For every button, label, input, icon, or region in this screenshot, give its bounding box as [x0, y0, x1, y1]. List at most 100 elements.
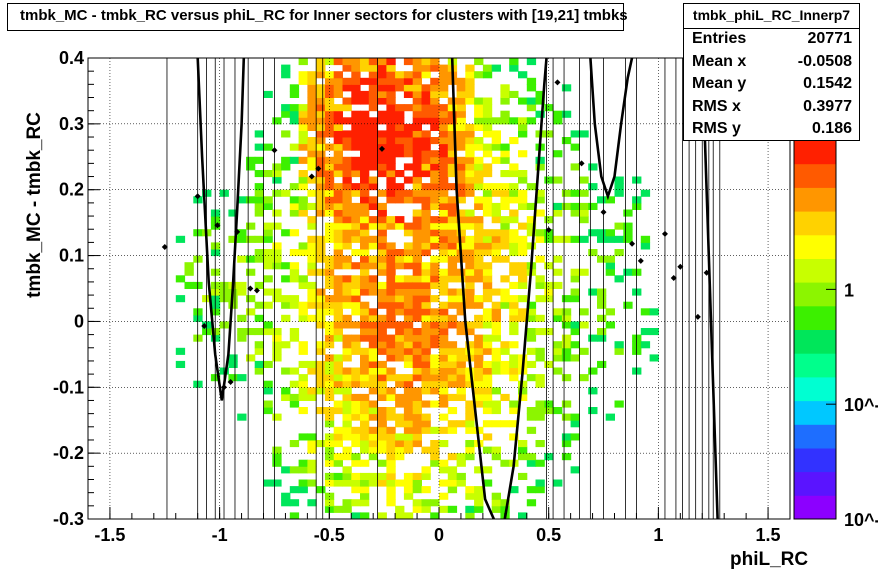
heatmap-cell — [403, 123, 414, 131]
heatmap-cell — [570, 321, 580, 329]
heatmap-cell — [289, 499, 300, 507]
y-tick-label: 0 — [74, 311, 84, 331]
stats-row: Mean x -0.0508 — [692, 53, 852, 75]
heatmap-cell — [518, 440, 528, 448]
heatmap-cell — [395, 77, 405, 85]
heatmap-cell — [518, 196, 528, 204]
heatmap-cell — [272, 176, 282, 184]
x-tick-label: 0.5 — [536, 525, 561, 545]
heatmap-cell — [395, 413, 405, 421]
heatmap-cell — [395, 183, 405, 191]
heatmap-cell — [430, 189, 440, 197]
heatmap-cell — [482, 380, 493, 388]
heatmap-cell — [491, 360, 501, 368]
heatmap-cell — [553, 209, 563, 217]
heatmap-cell — [333, 123, 343, 131]
heatmap-cell — [482, 308, 493, 316]
heatmap-cell — [281, 71, 291, 79]
heatmap-cell — [526, 347, 537, 355]
heatmap-cell — [465, 143, 475, 151]
heatmap-cell — [237, 235, 247, 243]
heatmap-cell — [298, 183, 308, 191]
heatmap-cell — [377, 216, 387, 224]
heatmap-cell — [640, 308, 651, 316]
heatmap-cell — [553, 202, 563, 210]
heatmap-cell — [518, 235, 528, 243]
heatmap-cell — [561, 235, 572, 243]
heatmap-cell — [526, 360, 537, 368]
heatmap-cell — [518, 268, 528, 276]
heatmap-cell — [298, 176, 308, 184]
heatmap-cell — [421, 150, 431, 158]
heatmap-cell — [491, 446, 501, 454]
heatmap-cell — [307, 156, 317, 164]
heatmap-cell — [500, 347, 510, 355]
heatmap-cell — [333, 216, 343, 224]
heatmap-cell — [570, 268, 580, 276]
heatmap-cell — [412, 393, 422, 401]
heatmap-cell — [605, 268, 615, 276]
heatmap-cell — [360, 380, 370, 388]
heatmap-cell — [263, 202, 273, 210]
heatmap-cell — [439, 209, 449, 217]
heatmap-cell — [482, 235, 493, 243]
heatmap-cell — [500, 420, 510, 428]
heatmap-cell — [430, 275, 440, 283]
heatmap-cell — [403, 189, 414, 197]
heatmap-cell — [360, 321, 370, 329]
heatmap-cell — [412, 262, 422, 270]
heatmap-cell — [421, 268, 431, 276]
heatmap-cell — [360, 242, 370, 250]
heatmap-cell — [403, 341, 414, 349]
heatmap-cell — [465, 295, 475, 303]
heatmap-cell — [509, 301, 519, 309]
heatmap-cell — [351, 262, 361, 270]
heatmap-cell — [351, 288, 361, 296]
heatmap-cell — [500, 117, 510, 125]
heatmap-cell — [430, 235, 440, 243]
heatmap-cell — [447, 202, 458, 210]
heatmap-cell — [526, 229, 537, 237]
heatmap-cell — [535, 354, 545, 362]
heatmap-cell — [500, 97, 510, 105]
heatmap-cell — [333, 104, 343, 112]
heatmap-cell — [447, 216, 458, 224]
heatmap-cell — [518, 281, 528, 289]
heatmap-cell — [474, 143, 484, 151]
heatmap-cell — [456, 209, 466, 217]
heatmap-cell — [324, 374, 335, 382]
heatmap-cell — [482, 189, 493, 197]
heatmap-cell — [439, 505, 449, 513]
heatmap-cell — [342, 104, 352, 112]
heatmap-cell — [395, 216, 405, 224]
heatmap-cell — [412, 222, 422, 230]
heatmap-cell — [447, 407, 458, 415]
heatmap-cell — [439, 400, 449, 408]
heatmap-cell — [395, 380, 405, 388]
heatmap-cell — [456, 84, 466, 92]
heatmap-cell — [228, 354, 238, 362]
heatmap-cell — [386, 453, 396, 461]
heatmap-cell — [421, 400, 431, 408]
heatmap-cell — [509, 295, 519, 303]
heatmap-cell — [526, 77, 537, 85]
profile-point — [161, 244, 168, 251]
heatmap-cell — [307, 163, 317, 171]
heatmap-cell — [482, 367, 493, 375]
heatmap-cell — [412, 354, 422, 362]
heatmap-cell — [351, 235, 361, 243]
heatmap-cell — [281, 466, 291, 474]
heatmap-cell — [298, 407, 308, 415]
heatmap-cell — [254, 196, 264, 204]
heatmap-cell — [342, 235, 352, 243]
heatmap-cell — [307, 301, 317, 309]
heatmap-cell — [421, 380, 431, 388]
heatmap-cell — [491, 453, 501, 461]
heatmap-cell — [421, 295, 431, 303]
heatmap-cell — [439, 156, 449, 164]
heatmap-cell — [351, 170, 361, 178]
heatmap-cell — [412, 130, 422, 138]
heatmap-cell — [535, 479, 545, 487]
heatmap-cell — [342, 202, 352, 210]
heatmap-cell — [333, 150, 343, 158]
